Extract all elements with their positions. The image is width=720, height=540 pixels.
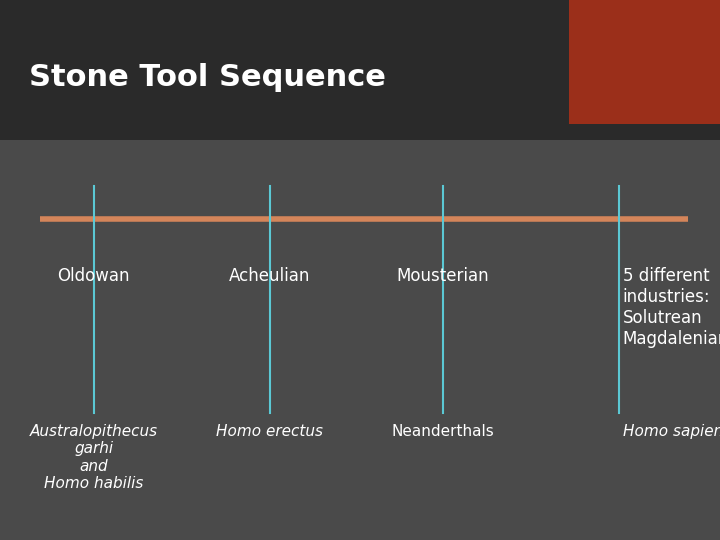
Text: Homo sapiens: Homo sapiens bbox=[623, 424, 720, 439]
Text: Neanderthals: Neanderthals bbox=[392, 424, 494, 439]
Bar bbox=[569, 0, 720, 124]
Text: Stone Tool Sequence: Stone Tool Sequence bbox=[29, 63, 386, 92]
Text: Australopithecus
garhi
and
Homo habilis: Australopithecus garhi and Homo habilis bbox=[30, 424, 158, 491]
Bar bbox=[0, 0, 720, 140]
Text: Oldowan: Oldowan bbox=[58, 267, 130, 285]
Text: Mousterian: Mousterian bbox=[397, 267, 489, 285]
Text: 5 different
industries:
Solutrean
Magdalenian: 5 different industries: Solutrean Magdal… bbox=[623, 267, 720, 348]
Text: Acheulian: Acheulian bbox=[229, 267, 311, 285]
Text: Homo erectus: Homo erectus bbox=[217, 424, 323, 439]
